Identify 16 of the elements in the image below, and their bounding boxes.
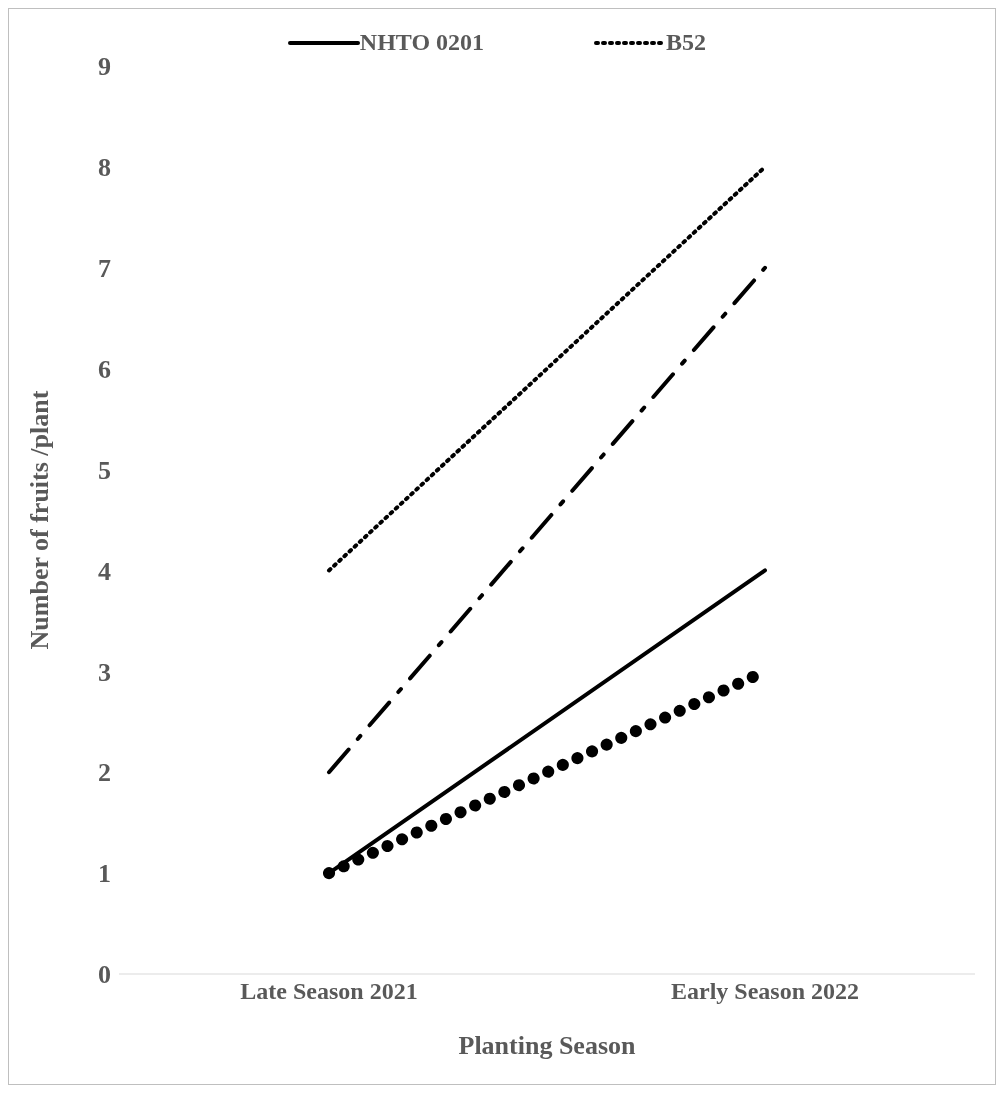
y-axis-title: Number of fruits /plant [25, 390, 55, 650]
y-tick-label: 7 [98, 254, 111, 284]
x-axis-title: Planting Season [458, 1031, 637, 1060]
y-tick-label: 2 [98, 758, 111, 788]
y-tick-label: 5 [98, 455, 111, 485]
y-tick-label: 1 [98, 859, 111, 889]
legend-label: NHTO 0201 [359, 29, 485, 56]
y-tick-label: 6 [98, 354, 111, 384]
y-tick-label: 0 [98, 960, 111, 990]
legend-label: B52 [666, 29, 707, 56]
y-tick-label: 8 [98, 153, 111, 183]
x-tick-label: Late Season 2021 [240, 978, 418, 1005]
y-tick-label: 9 [98, 52, 111, 82]
x-tick-label: Early Season 2022 [670, 978, 860, 1005]
y-tick-label: 4 [98, 556, 111, 586]
y-tick-label: 3 [98, 657, 111, 687]
